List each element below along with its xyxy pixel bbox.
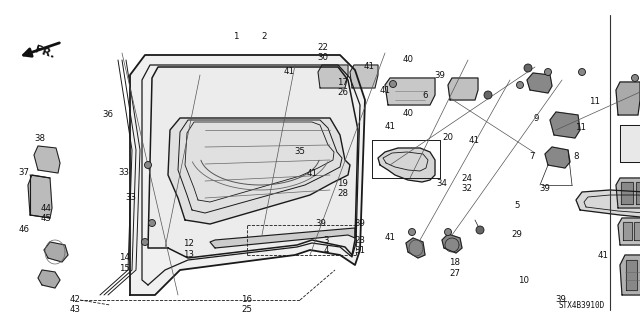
- Text: 8: 8: [573, 152, 579, 161]
- Circle shape: [445, 228, 451, 235]
- Text: 40: 40: [403, 55, 414, 63]
- Text: 9: 9: [534, 114, 539, 122]
- Polygon shape: [634, 222, 640, 240]
- Text: 36: 36: [102, 110, 113, 119]
- Text: 24
32: 24 32: [461, 174, 473, 193]
- Polygon shape: [442, 234, 462, 253]
- Text: 11: 11: [589, 97, 600, 106]
- Text: 38: 38: [34, 134, 45, 143]
- Text: 2: 2: [262, 32, 267, 41]
- Polygon shape: [350, 65, 378, 88]
- Text: 3
4: 3 4: [324, 236, 329, 255]
- Polygon shape: [636, 182, 640, 204]
- Polygon shape: [527, 73, 552, 93]
- Polygon shape: [621, 182, 633, 204]
- Text: 39: 39: [556, 295, 566, 304]
- Text: 5: 5: [515, 201, 520, 210]
- Text: 6: 6: [423, 91, 428, 100]
- Polygon shape: [210, 228, 355, 248]
- Text: 44
45: 44 45: [40, 204, 52, 223]
- Circle shape: [484, 91, 492, 99]
- Circle shape: [148, 219, 156, 226]
- Text: 14
15: 14 15: [119, 254, 131, 273]
- Text: 35: 35: [294, 147, 305, 156]
- Text: 20: 20: [442, 133, 454, 142]
- Polygon shape: [406, 238, 425, 258]
- Polygon shape: [318, 65, 348, 88]
- Polygon shape: [38, 270, 60, 288]
- Circle shape: [390, 80, 397, 87]
- Polygon shape: [378, 148, 435, 182]
- Text: 1: 1: [233, 32, 238, 41]
- Polygon shape: [448, 78, 478, 100]
- Text: 23
31: 23 31: [354, 236, 365, 255]
- Polygon shape: [28, 175, 52, 218]
- Polygon shape: [385, 78, 435, 105]
- Circle shape: [408, 228, 415, 235]
- Text: 33: 33: [118, 168, 129, 177]
- Text: 41: 41: [385, 122, 396, 130]
- Text: 41: 41: [380, 86, 391, 95]
- Text: STX4B3910D: STX4B3910D: [559, 300, 605, 309]
- Polygon shape: [550, 112, 580, 138]
- Text: 10: 10: [518, 276, 529, 285]
- Polygon shape: [34, 146, 60, 173]
- Text: 39: 39: [355, 219, 365, 228]
- Text: 17
26: 17 26: [337, 78, 348, 97]
- Text: 39: 39: [540, 184, 550, 193]
- Text: 41: 41: [284, 67, 295, 76]
- Text: 41: 41: [363, 63, 374, 71]
- Text: 41: 41: [468, 136, 479, 145]
- Text: 22
30: 22 30: [317, 43, 329, 62]
- Circle shape: [145, 161, 152, 168]
- Polygon shape: [620, 255, 640, 295]
- Polygon shape: [168, 118, 350, 224]
- Polygon shape: [130, 55, 365, 295]
- Polygon shape: [148, 67, 358, 258]
- Circle shape: [141, 239, 148, 246]
- Text: 33: 33: [125, 193, 137, 202]
- Polygon shape: [626, 260, 637, 290]
- Circle shape: [632, 75, 639, 81]
- Circle shape: [524, 64, 532, 72]
- Polygon shape: [44, 242, 68, 262]
- Polygon shape: [620, 125, 640, 162]
- Text: 41: 41: [307, 169, 318, 178]
- Polygon shape: [545, 147, 570, 168]
- Text: 39: 39: [435, 71, 445, 80]
- Text: 19
28: 19 28: [337, 179, 348, 198]
- Text: 12
13: 12 13: [183, 239, 195, 258]
- Text: 18
27: 18 27: [449, 258, 460, 278]
- Text: 7: 7: [530, 152, 535, 161]
- Text: 29: 29: [512, 230, 522, 239]
- Polygon shape: [618, 218, 640, 245]
- Text: 39: 39: [316, 219, 326, 228]
- Polygon shape: [576, 190, 640, 218]
- Text: 34: 34: [436, 179, 447, 188]
- Circle shape: [516, 81, 524, 88]
- Text: 16
25: 16 25: [241, 295, 252, 314]
- Text: 40: 40: [403, 109, 414, 118]
- Polygon shape: [616, 82, 640, 115]
- Text: 37: 37: [19, 168, 30, 177]
- Circle shape: [545, 69, 552, 76]
- Text: 11: 11: [575, 123, 586, 132]
- Text: FR.: FR.: [34, 44, 56, 60]
- Polygon shape: [616, 178, 640, 208]
- Circle shape: [476, 226, 484, 234]
- Text: 46: 46: [19, 225, 30, 234]
- Text: 41: 41: [385, 233, 396, 242]
- Text: 42
43: 42 43: [70, 295, 81, 314]
- Circle shape: [579, 69, 586, 76]
- Text: 41: 41: [597, 251, 609, 260]
- Polygon shape: [623, 222, 632, 240]
